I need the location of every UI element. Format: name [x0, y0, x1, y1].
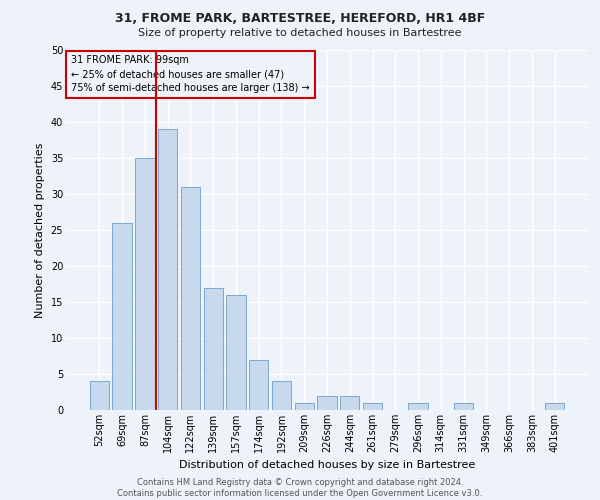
Bar	[409, 403, 428, 410]
Bar	[545, 403, 564, 410]
Bar	[226, 295, 245, 410]
X-axis label: Distribution of detached houses by size in Bartestree: Distribution of detached houses by size …	[179, 460, 475, 470]
Y-axis label: Number of detached properties: Number of detached properties	[35, 142, 45, 318]
Bar	[454, 403, 473, 410]
Bar	[203, 288, 223, 410]
Bar	[135, 158, 155, 410]
Bar	[317, 396, 337, 410]
Bar	[90, 381, 109, 410]
Bar	[181, 187, 200, 410]
Text: 31 FROME PARK: 99sqm
← 25% of detached houses are smaller (47)
75% of semi-detac: 31 FROME PARK: 99sqm ← 25% of detached h…	[71, 56, 310, 94]
Bar	[112, 223, 132, 410]
Bar	[295, 403, 314, 410]
Bar	[158, 129, 178, 410]
Bar	[340, 396, 359, 410]
Text: 31, FROME PARK, BARTESTREE, HEREFORD, HR1 4BF: 31, FROME PARK, BARTESTREE, HEREFORD, HR…	[115, 12, 485, 26]
Text: Size of property relative to detached houses in Bartestree: Size of property relative to detached ho…	[138, 28, 462, 38]
Bar	[249, 360, 268, 410]
Bar	[363, 403, 382, 410]
Bar	[272, 381, 291, 410]
Text: Contains HM Land Registry data © Crown copyright and database right 2024.
Contai: Contains HM Land Registry data © Crown c…	[118, 478, 482, 498]
